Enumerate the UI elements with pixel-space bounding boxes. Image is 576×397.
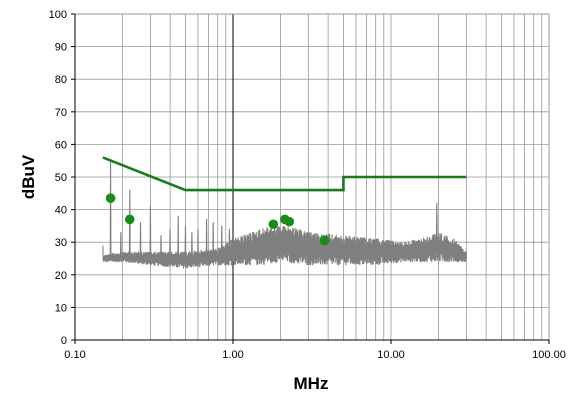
tick-labels: 0 10 20 30 40 50 60 70 80 90 100 0.10 1.00 10.00 100.0… <box>49 9 566 361</box>
measurement-point <box>124 214 135 225</box>
measurement-point <box>319 235 330 246</box>
measurement-point <box>284 216 295 227</box>
y-tick-label: 10 <box>55 302 67 314</box>
noise-trace-path <box>102 160 467 269</box>
y-tick-label: 100 <box>49 9 67 21</box>
measurement-point <box>105 193 116 203</box>
y-tick-label: 60 <box>55 139 67 151</box>
measurement-markers <box>105 193 330 246</box>
x-tick-label: 0.10 <box>64 349 85 361</box>
limit-line-path <box>102 156 467 192</box>
y-tick-label: 30 <box>55 237 67 249</box>
x-tick-label: 10.00 <box>377 349 405 361</box>
axes <box>71 13 550 344</box>
y-tick-label: 70 <box>55 107 67 119</box>
x-tick-label: 100.00 <box>532 349 566 361</box>
y-tick-label: 50 <box>55 172 67 184</box>
x-axis-title: MHz <box>294 374 329 393</box>
x-tick-label: 1.00 <box>222 349 243 361</box>
noise-trace <box>102 160 467 269</box>
grid <box>75 13 549 341</box>
y-tick-label: 20 <box>55 270 67 282</box>
y-axis-title: dBuV <box>19 154 38 199</box>
limit-line <box>102 156 467 192</box>
y-tick-label: 80 <box>55 74 67 86</box>
y-tick-label: 40 <box>55 205 67 217</box>
measurement-point <box>268 219 279 230</box>
y-tick-label: 0 <box>61 335 67 347</box>
y-tick-label: 90 <box>55 42 67 54</box>
